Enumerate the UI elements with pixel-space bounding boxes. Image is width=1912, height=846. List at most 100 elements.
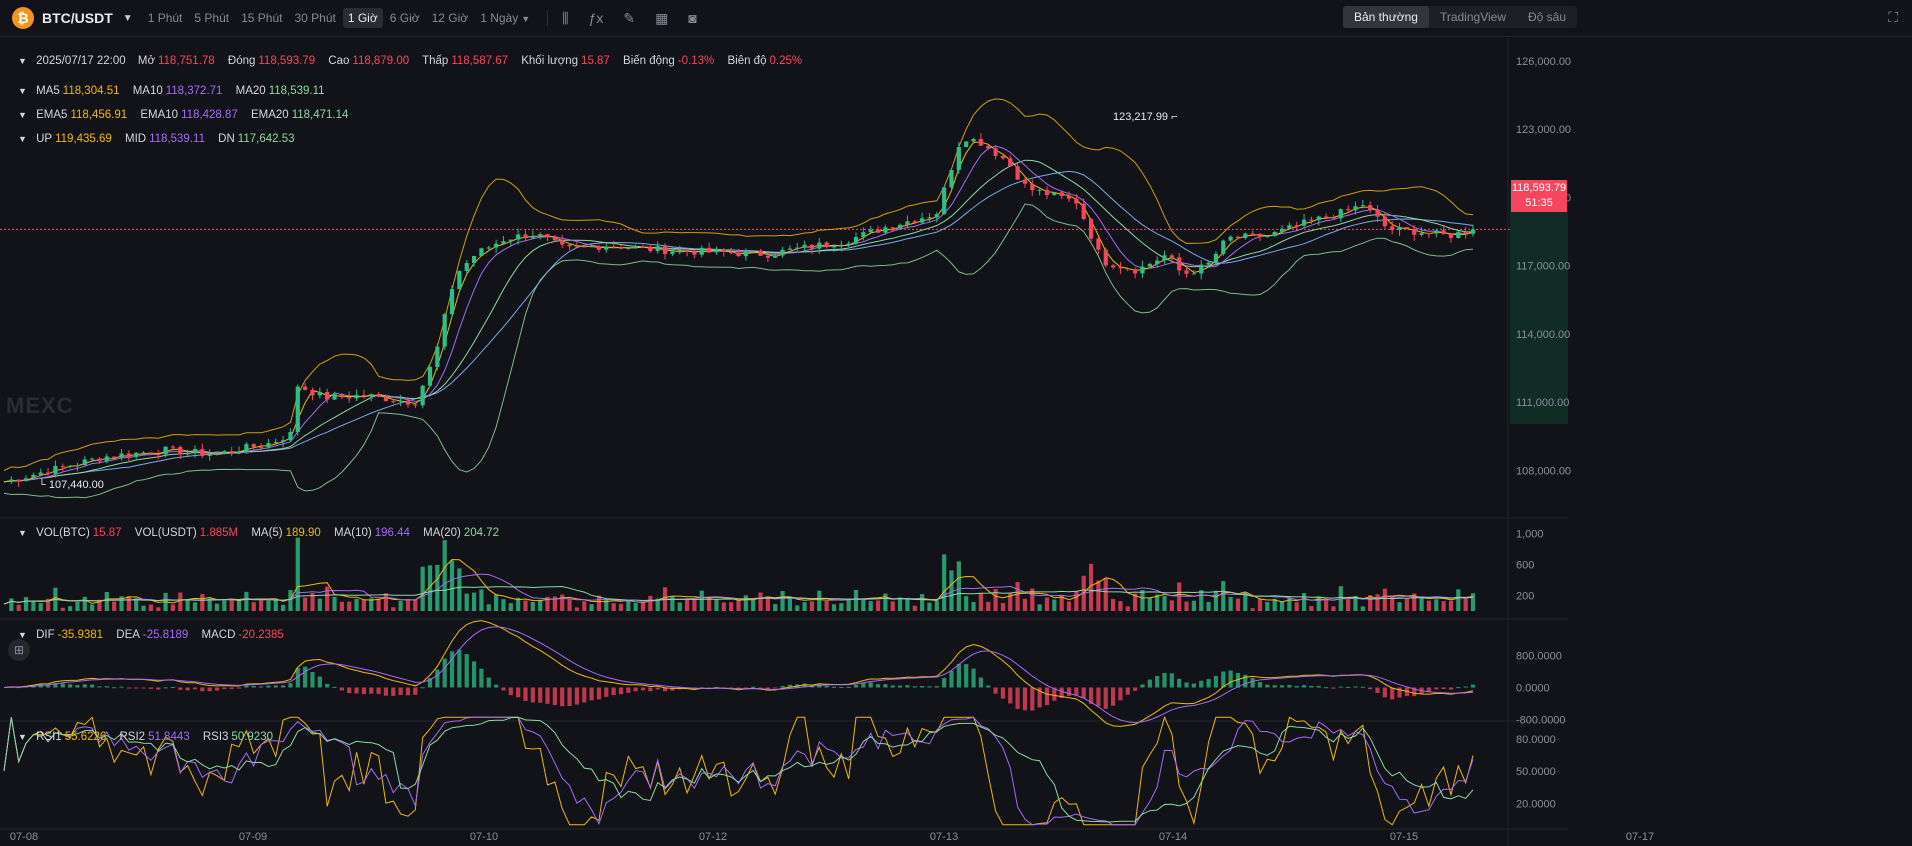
macd-histogram-bar — [1353, 686, 1358, 688]
candle-body — [1059, 192, 1064, 197]
candle-body — [655, 246, 660, 252]
macd-histogram-bar — [920, 686, 925, 688]
candle-body — [1368, 205, 1373, 210]
dif-line — [3, 620, 1474, 727]
view-switcher: Bản thường TradingView Độ sâu — [1343, 6, 1578, 28]
timeframe-1m[interactable]: 1 Phút — [147, 11, 183, 25]
candle-body — [449, 289, 455, 315]
candle-body — [1360, 205, 1365, 207]
chevron-down-icon[interactable]: ▼ — [18, 630, 27, 640]
macd-histogram-bar — [1133, 687, 1138, 691]
volume-bar — [479, 589, 484, 611]
volume-bar — [1133, 593, 1138, 611]
macd-histogram-bar — [1316, 685, 1321, 688]
volume-bar — [934, 600, 939, 611]
volume-bar — [68, 606, 73, 611]
volume-bar — [1008, 593, 1013, 611]
candle-body — [236, 452, 242, 454]
candle-body — [501, 241, 506, 244]
candle-body — [905, 221, 910, 225]
timeframe-30m[interactable]: 30 Phút — [294, 11, 336, 25]
camera-icon[interactable]: ◙ — [688, 10, 697, 26]
candle-body — [464, 263, 469, 271]
candle-body — [545, 234, 550, 238]
candle-body — [1162, 255, 1167, 261]
timeframe-5m[interactable]: 5 Phút — [194, 11, 230, 25]
view-depth-tab[interactable]: Độ sâu — [1528, 10, 1567, 24]
chevron-down-icon[interactable]: ▼ — [18, 134, 27, 144]
candle-body — [1118, 267, 1123, 269]
ma10-value: 118,372.71 — [165, 85, 223, 97]
macd-histogram-bar — [1088, 687, 1094, 704]
macd-histogram-bar — [1301, 685, 1307, 688]
pair-selector[interactable]: BTC/USDT — [42, 10, 113, 26]
macd-histogram-bar — [1140, 684, 1145, 688]
candle-body — [1169, 255, 1174, 258]
timeframe-6h[interactable]: 6 Giờ — [389, 11, 420, 25]
macd-histogram-bar — [60, 683, 65, 688]
chevron-down-icon[interactable]: ▼ — [122, 12, 133, 24]
macd-histogram-bar — [295, 668, 300, 688]
candle-body — [1052, 192, 1057, 196]
macd-histogram-bar — [765, 687, 770, 690]
chevron-down-icon[interactable]: ▼ — [18, 110, 27, 120]
timeframe-12h[interactable]: 12 Giờ — [431, 11, 469, 25]
volume-bar — [1404, 598, 1409, 611]
macd-histogram-bar — [1346, 686, 1351, 688]
volume-bar — [1235, 598, 1241, 611]
volume-bar — [1228, 597, 1233, 611]
layout-icon[interactable]: ▦ — [655, 9, 669, 26]
macd-histogram-bar — [1397, 687, 1402, 698]
macd-histogram-bar — [1015, 687, 1020, 709]
indicator-icon[interactable]: ƒx — [588, 10, 604, 26]
candle-body — [170, 446, 176, 448]
timeframe-15m[interactable]: 15 Phút — [241, 11, 283, 25]
chevron-down-icon[interactable]: ▼ — [18, 56, 27, 66]
candle-body — [993, 148, 998, 156]
candle-body — [795, 247, 800, 249]
chevron-down-icon[interactable]: ▼ — [18, 86, 27, 96]
view-tradingview-tab[interactable]: TradingView — [1439, 10, 1506, 24]
macd-histogram-bar — [846, 686, 851, 688]
volume-bar — [729, 602, 734, 611]
chevron-down-icon[interactable]: ▼ — [18, 732, 27, 742]
indicator-settings-icon[interactable]: ⊞ — [8, 639, 30, 661]
volume-bar — [229, 600, 234, 611]
candle-body — [1221, 240, 1226, 254]
change-value: -0.13% — [677, 55, 715, 67]
macd-histogram-bar — [545, 687, 550, 704]
volume-bar — [1250, 608, 1255, 611]
fullscreen-icon[interactable]: ⛶ — [1888, 9, 1898, 25]
macd-histogram-bar — [214, 687, 220, 691]
timeframe-dropdown-icon: ▼ — [521, 14, 531, 24]
macd-histogram-bar — [236, 687, 242, 689]
volume-bar — [1346, 599, 1351, 611]
volume-bar — [16, 604, 21, 611]
draw-icon[interactable]: ✎ — [623, 9, 636, 26]
macd-histogram-bar — [1294, 685, 1299, 688]
candle-body — [582, 246, 587, 248]
macd-histogram-bar — [303, 666, 308, 688]
chevron-down-icon[interactable]: ▼ — [18, 528, 27, 538]
candle-body — [494, 243, 499, 248]
macd-histogram-bar — [1250, 677, 1255, 688]
candle-style-icon[interactable]: ⫼ — [562, 9, 569, 26]
candle-body — [1287, 225, 1292, 229]
vol-ma5-label: MA(5) — [251, 527, 283, 539]
volume-bar — [236, 600, 242, 611]
view-standard-tab[interactable]: Bản thường — [1343, 6, 1429, 28]
volume-bar — [1353, 595, 1358, 611]
macd-histogram-bar — [413, 687, 418, 695]
macd-histogram-bar — [956, 663, 961, 688]
candle-body — [1133, 269, 1138, 274]
candle-body — [398, 400, 403, 402]
candle-body — [148, 452, 153, 455]
volume-ma20-line — [3, 585, 1474, 605]
volume-bar — [31, 600, 36, 611]
timeframe-1d[interactable]: 1 Ngày ▼ — [475, 8, 535, 28]
macd-histogram-bar — [170, 687, 176, 689]
macd-histogram-bar — [398, 687, 403, 696]
timeframe-1h[interactable]: 1 Giờ — [342, 8, 383, 28]
volume-bar — [347, 601, 352, 611]
